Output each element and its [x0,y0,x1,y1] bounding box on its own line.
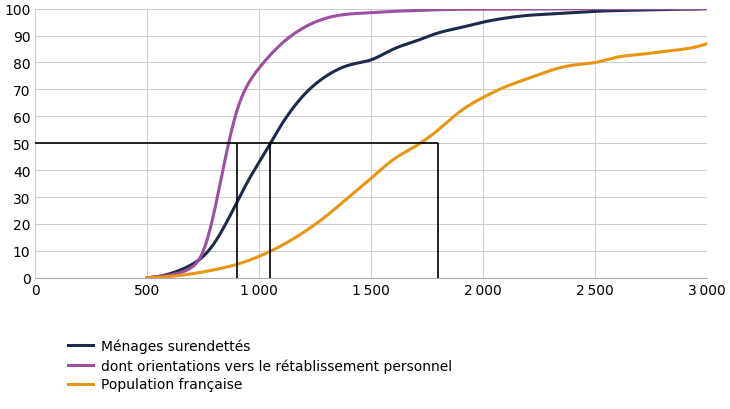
Legend: Ménages surendettés, dont orientations vers le rétablissement personnel, Populat: Ménages surendettés, dont orientations v… [63,333,458,397]
